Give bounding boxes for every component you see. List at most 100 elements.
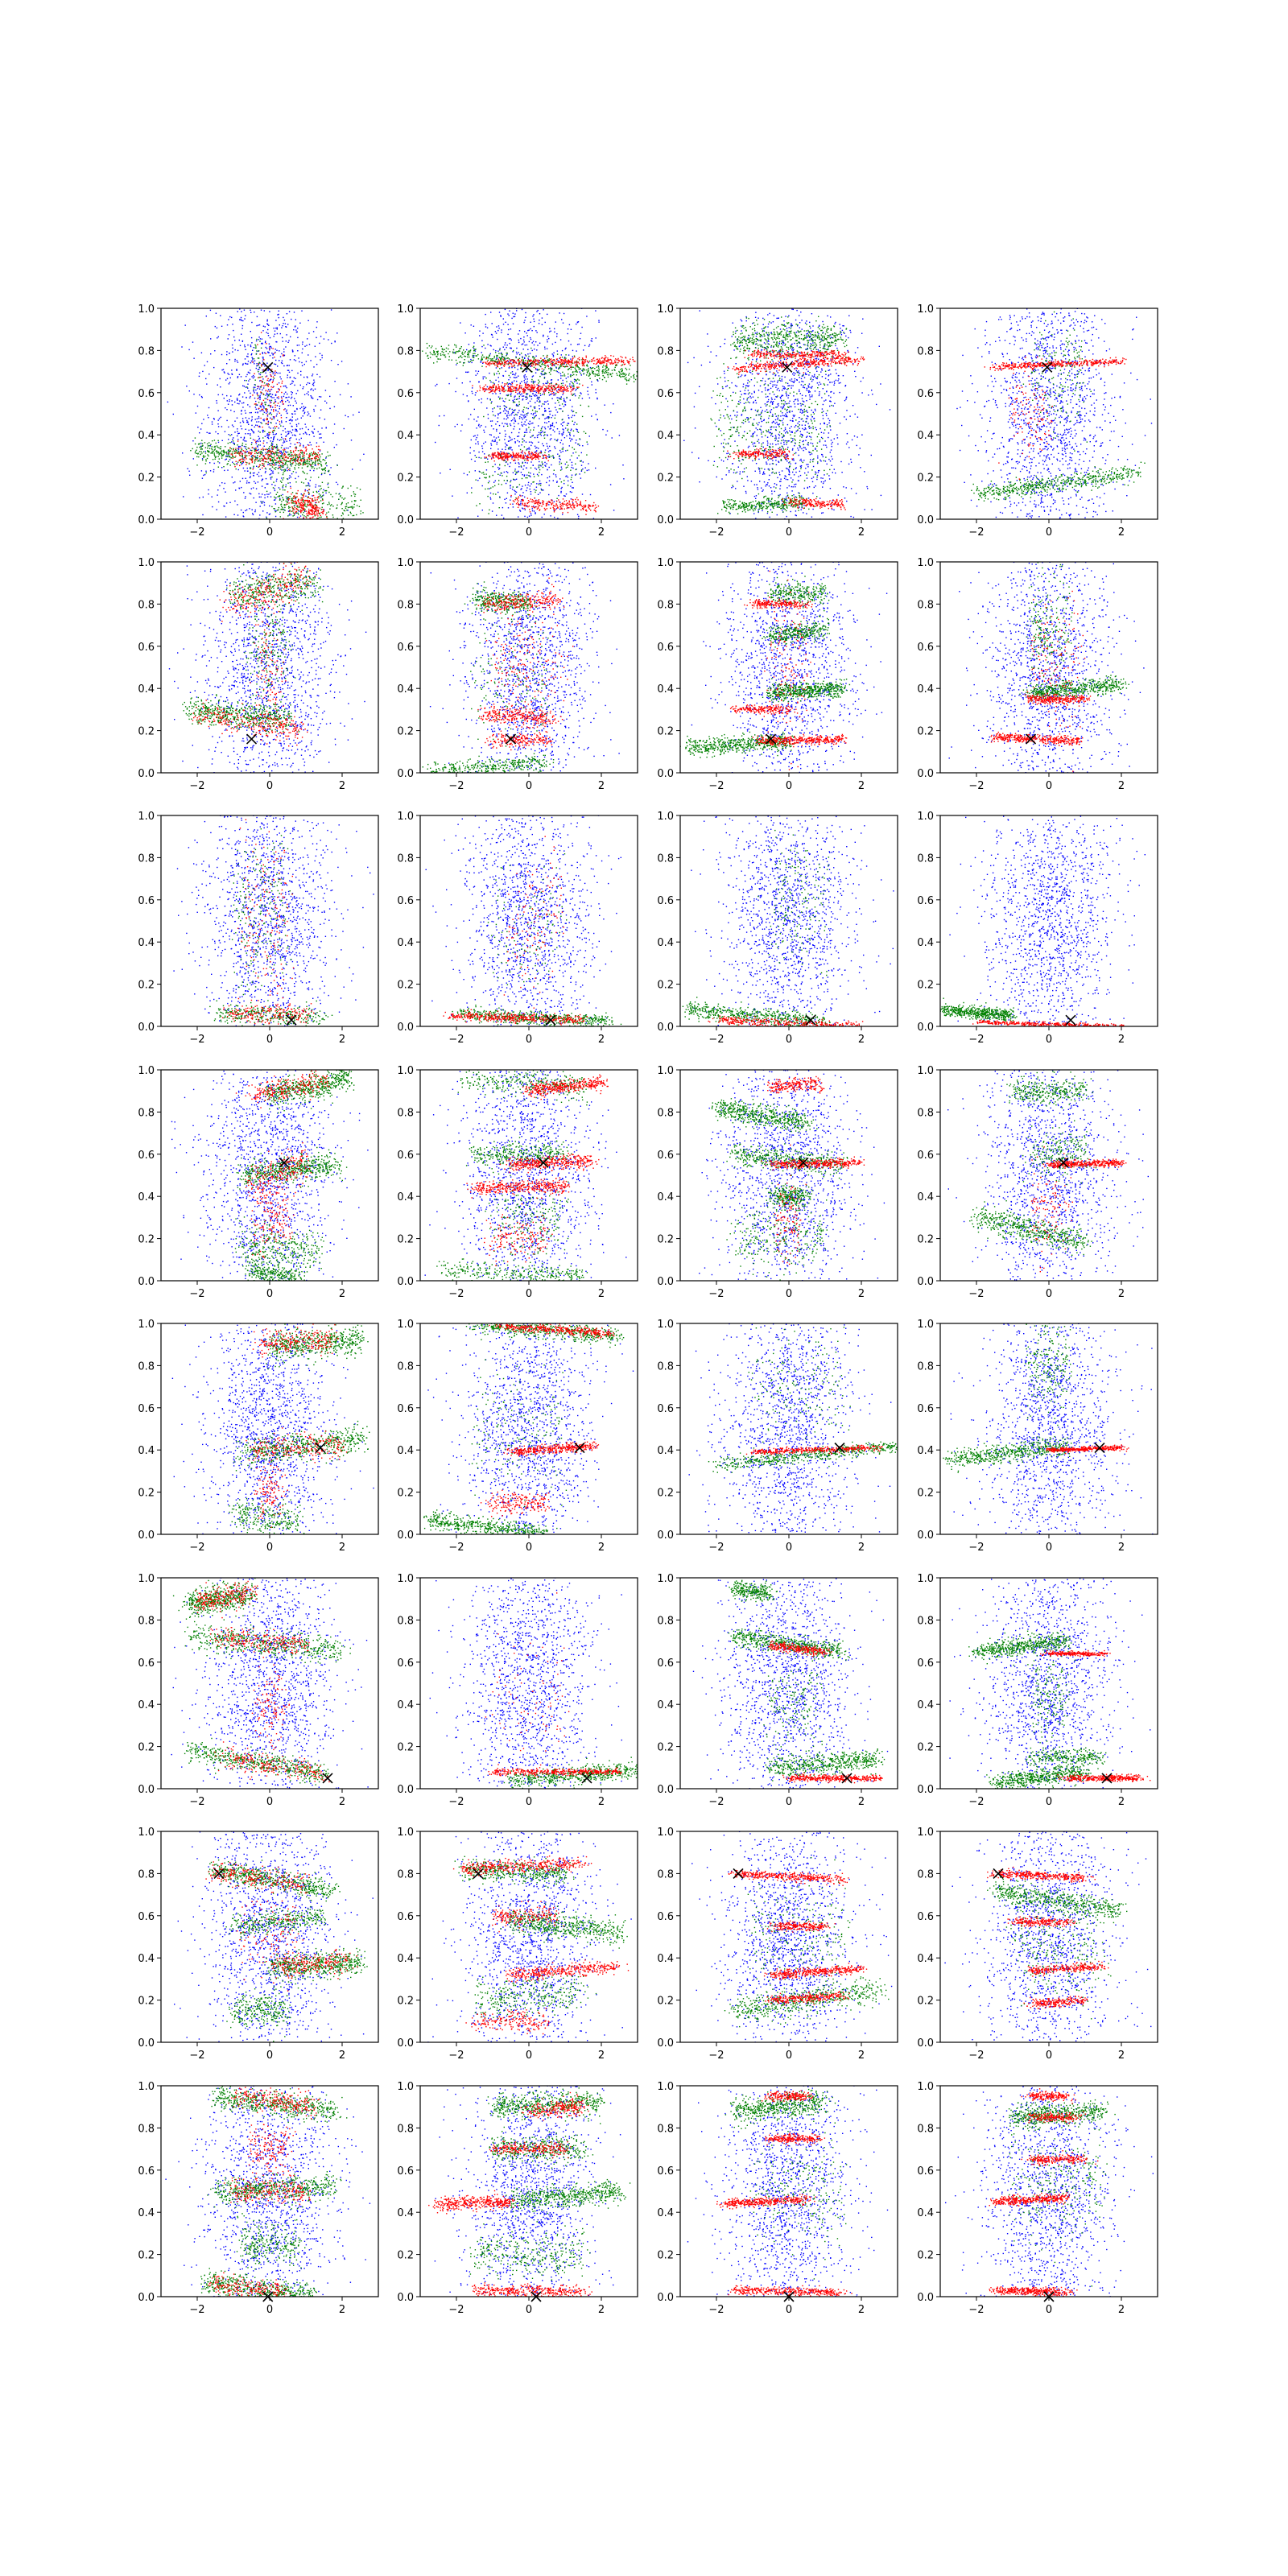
blue-point: [240, 756, 241, 757]
blue-point: [270, 437, 271, 438]
blue-point: [247, 364, 248, 365]
green-point: [279, 718, 280, 719]
blue-point: [259, 653, 260, 654]
red-point: [304, 459, 305, 460]
green-point: [263, 726, 264, 727]
green-point: [263, 705, 264, 706]
blue-point: [243, 751, 244, 752]
blue-point: [226, 585, 227, 586]
green-point: [280, 701, 281, 702]
blue-point: [267, 484, 268, 485]
green-point: [284, 583, 285, 584]
green-point: [272, 714, 273, 715]
blue-point: [305, 604, 306, 605]
red-point: [314, 505, 315, 506]
green-point: [286, 496, 287, 497]
blue-point: [281, 454, 282, 455]
blue-point: [267, 370, 268, 371]
red-point: [300, 512, 301, 513]
blue-point: [243, 516, 244, 517]
blue-point: [307, 393, 308, 394]
blue-point: [242, 658, 243, 659]
green-point: [280, 516, 281, 517]
blue-point: [237, 677, 238, 678]
blue-point: [289, 687, 290, 688]
blue-point: [291, 473, 292, 474]
red-point: [315, 453, 316, 454]
blue-point: [316, 716, 317, 717]
green-point: [244, 652, 245, 653]
red-point: [277, 457, 278, 458]
blue-point: [201, 470, 202, 471]
blue-point: [309, 695, 310, 696]
blue-point: [227, 579, 228, 580]
blue-point: [277, 333, 278, 334]
red-point: [249, 448, 250, 449]
blue-point: [288, 397, 289, 398]
blue-point: [230, 410, 231, 411]
blue-point: [307, 705, 308, 706]
blue-point: [264, 497, 265, 498]
blue-point: [270, 379, 271, 380]
red-point: [251, 453, 252, 454]
green-point: [256, 712, 257, 713]
blue-point: [258, 336, 259, 337]
blue-point: [312, 679, 313, 680]
blue-point: [210, 338, 211, 339]
green-point: [184, 702, 185, 703]
blue-point: [309, 442, 310, 443]
blue-point: [174, 681, 175, 682]
blue-point: [304, 634, 305, 635]
red-point: [313, 501, 314, 502]
green-point: [320, 517, 321, 518]
red-point: [239, 455, 240, 456]
red-point: [228, 452, 229, 453]
green-point: [196, 464, 197, 465]
blue-point: [272, 471, 273, 472]
blue-point: [283, 625, 284, 626]
green-point: [360, 513, 361, 514]
green-point: [272, 661, 273, 662]
blue-point: [262, 430, 263, 431]
blue-point: [291, 432, 292, 433]
blue-point: [217, 667, 218, 668]
green-point: [281, 710, 282, 711]
green-point: [277, 716, 278, 717]
green-point: [198, 706, 199, 707]
green-point: [320, 461, 321, 462]
blue-point: [261, 674, 262, 675]
blue-point: [257, 741, 258, 742]
red-point: [313, 513, 314, 514]
blue-point: [293, 597, 294, 598]
blue-point: [236, 624, 237, 625]
red-point: [312, 507, 313, 508]
blue-point: [259, 380, 260, 381]
green-point: [281, 495, 282, 496]
blue-point: [266, 627, 267, 628]
blue-point: [256, 421, 257, 422]
blue-point: [245, 510, 246, 511]
blue-point: [339, 691, 340, 692]
blue-point: [283, 567, 284, 568]
red-point: [272, 387, 273, 388]
red-point: [256, 450, 257, 451]
blue-point: [307, 620, 308, 621]
blue-point: [178, 687, 179, 688]
red-point: [260, 418, 261, 419]
green-point: [207, 458, 208, 459]
red-point: [316, 507, 317, 508]
blue-point: [297, 337, 298, 338]
blue-point: [301, 700, 302, 701]
blue-point: [242, 396, 243, 397]
blue-point: [205, 451, 206, 452]
blue-point: [217, 423, 218, 424]
blue-point: [260, 444, 261, 445]
red-point: [251, 452, 252, 453]
blue-point: [256, 681, 257, 682]
red-point: [255, 403, 256, 404]
green-point: [195, 710, 196, 711]
blue-point: [311, 742, 312, 743]
green-point: [255, 457, 256, 458]
blue-point: [316, 364, 317, 365]
blue-point: [255, 425, 256, 426]
